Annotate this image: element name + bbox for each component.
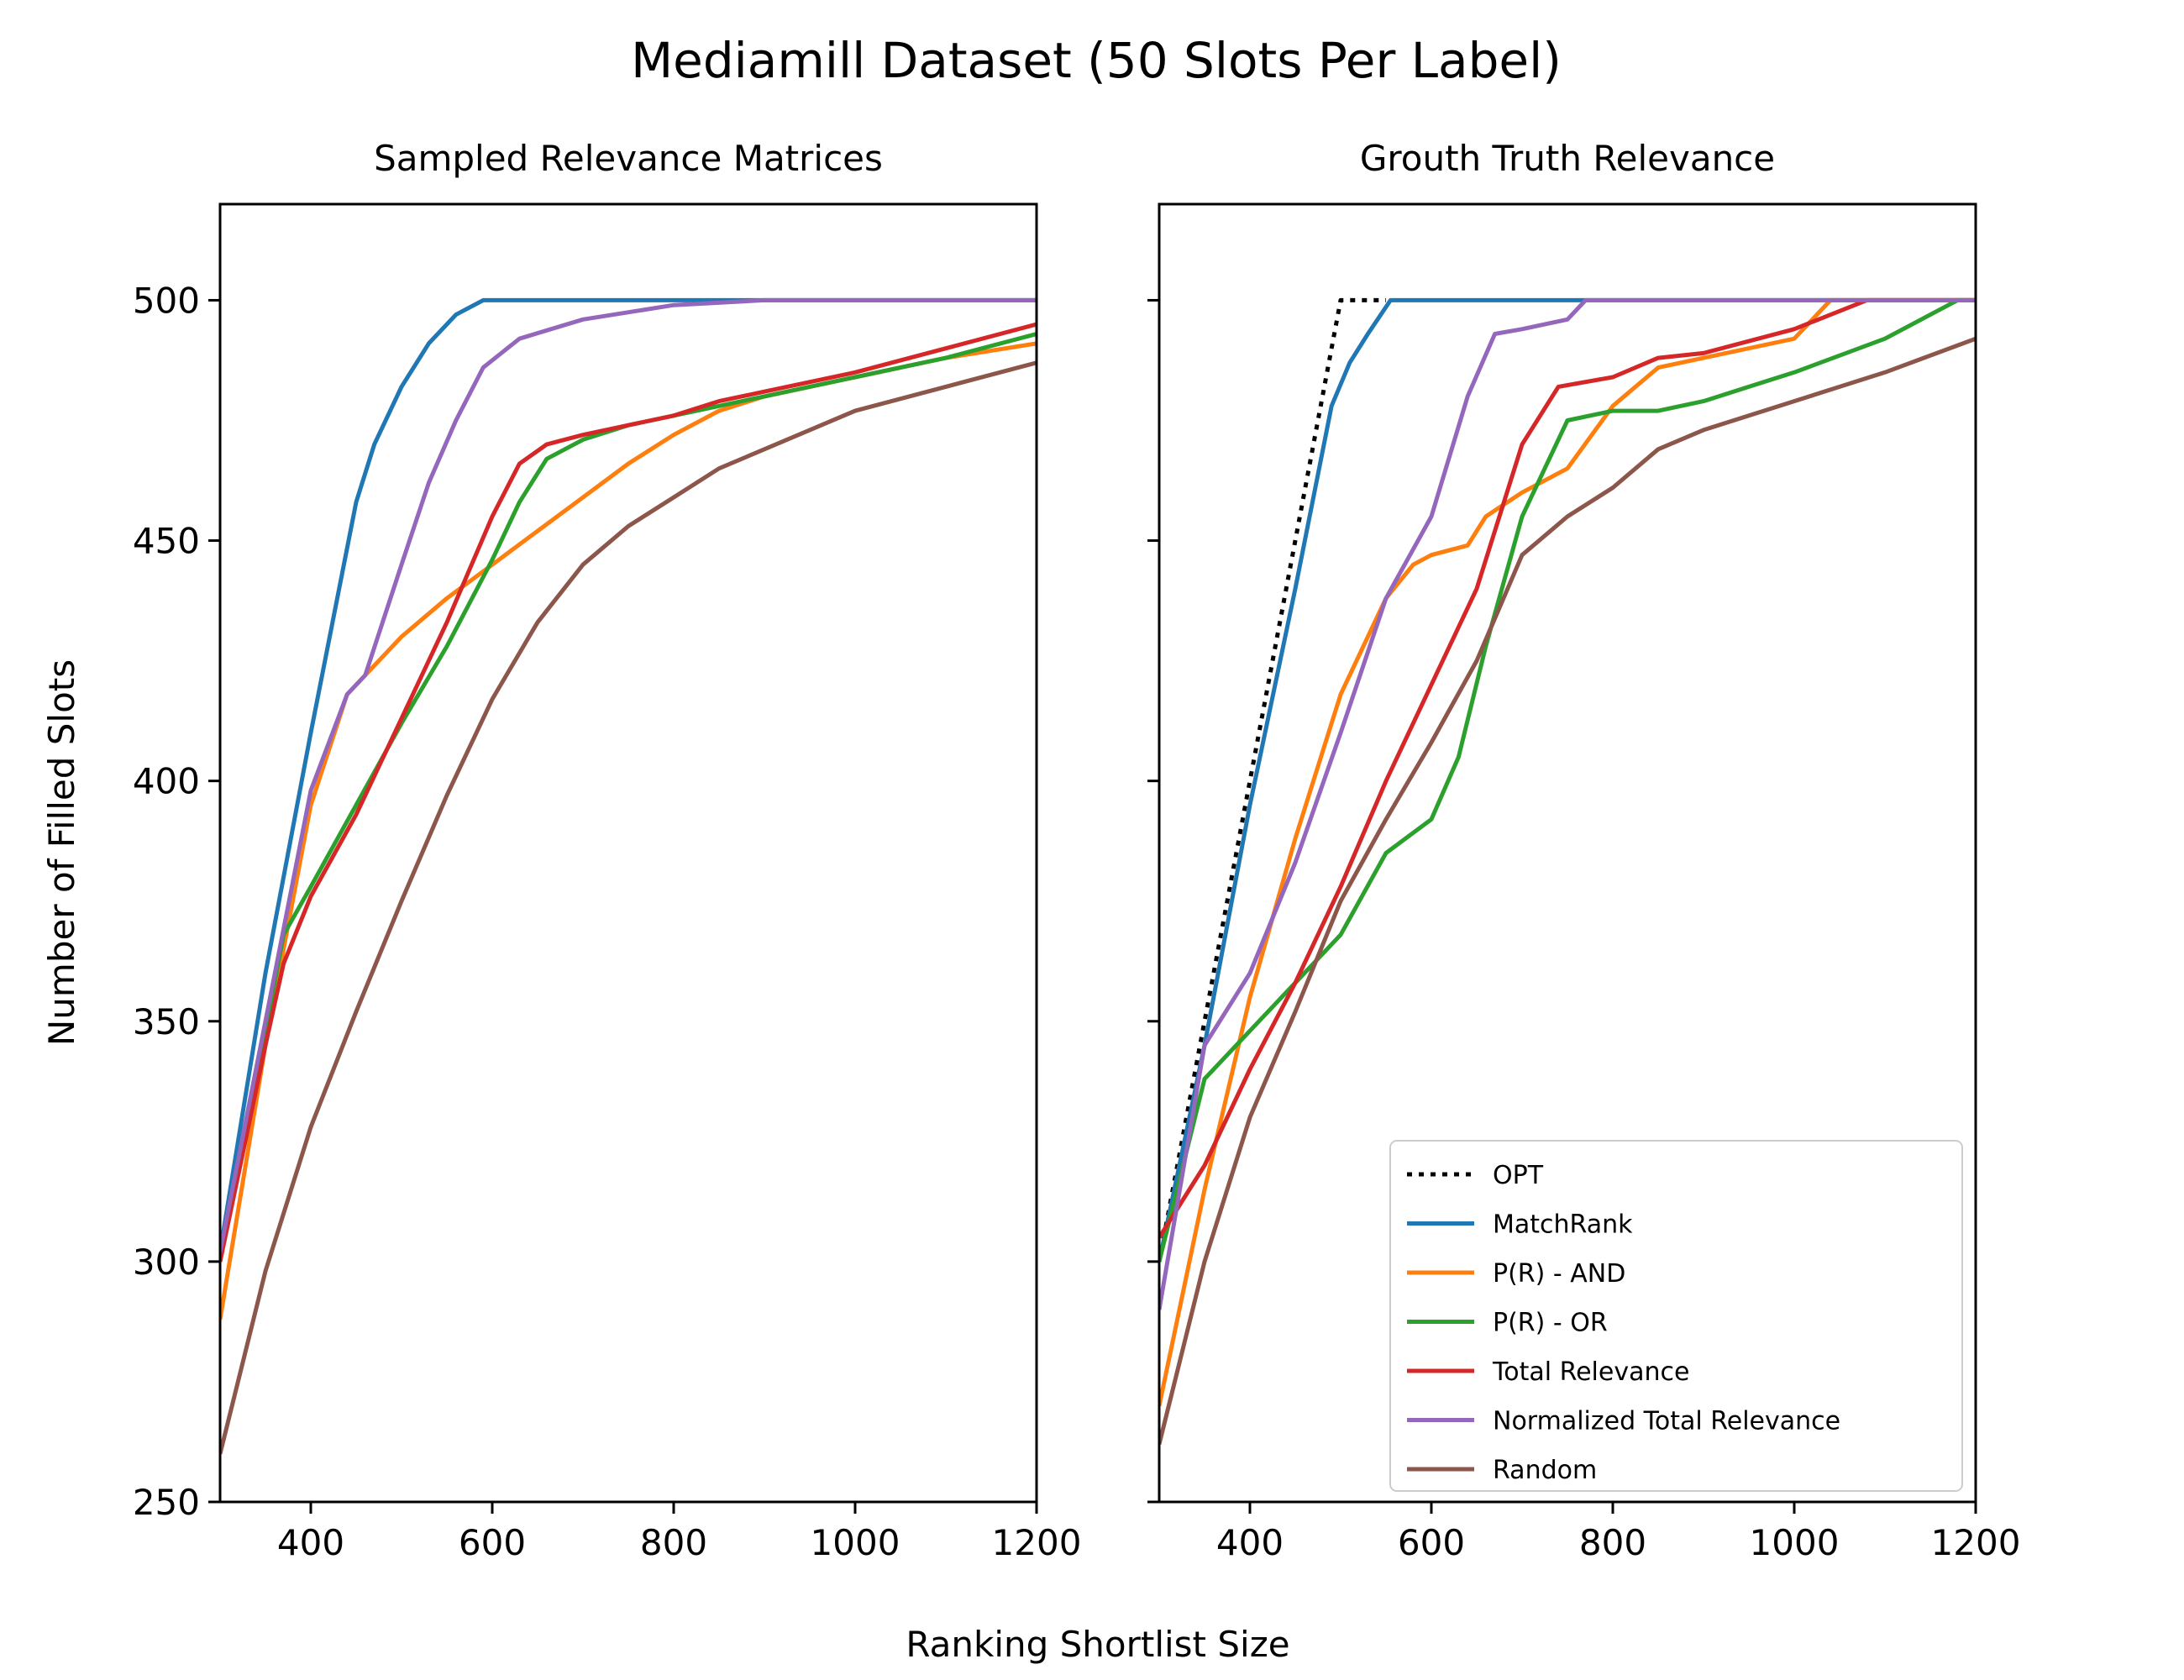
panel-sampled-relevance: Sampled Relevance Matrices 400 600 800 1000… <box>133 138 1082 1563</box>
y-tick-label: 250 <box>133 1482 200 1523</box>
panel-right-frame <box>1158 202 1977 1504</box>
x-tick-label: 1000 <box>1750 1522 1840 1563</box>
x-tick-label: 1200 <box>1931 1522 2021 1563</box>
series-line-normalized-total-relevance <box>220 297 1037 1252</box>
x-tick-label: 400 <box>277 1522 344 1563</box>
panel-left-series <box>220 297 1037 1455</box>
panel-left-x-axis: 400 600 800 1000 1200 <box>277 1502 1082 1563</box>
y-tick-label: 300 <box>133 1242 200 1283</box>
x-tick-label: 600 <box>459 1522 526 1563</box>
panel-right-y-axis <box>1147 298 1159 1504</box>
x-tick-label: 1000 <box>811 1522 900 1563</box>
panel-right-title: Grouth Truth Relevance <box>1360 138 1775 179</box>
series-line-normalized-total-relevance <box>1159 297 1976 1310</box>
panel-ground-truth: Grouth Truth Relevance 400 600 800 1000 1200 <box>1147 138 2020 1563</box>
series-line-random <box>220 360 1037 1455</box>
panel-left-title: Sampled Relevance Matrices <box>374 138 883 179</box>
panel-right-series <box>1159 297 1976 1445</box>
panel-right-x-axis: 400 600 800 1000 1200 <box>1216 1502 2021 1563</box>
series-line-p-r-or <box>1159 297 1976 1263</box>
y-axis-label: Number of Filled Slots <box>41 659 82 1046</box>
legend-box <box>1389 1140 1963 1492</box>
figure-title: Mediamill Dataset (50 Slots Per Label) <box>631 32 1562 89</box>
x-tick-label: 800 <box>1579 1522 1646 1563</box>
legend-label-matchrank: MatchRank <box>1493 1210 1633 1240</box>
series-line-opt <box>1159 297 1386 1263</box>
y-tick-label: 400 <box>133 761 200 802</box>
series-line-random <box>1159 336 1976 1445</box>
series-line-p-r-or <box>220 332 1037 1263</box>
x-tick-label: 400 <box>1216 1522 1284 1563</box>
x-axis-label: Ranking Shortlist Size <box>906 1624 1289 1665</box>
y-tick-label: 450 <box>133 521 200 562</box>
y-tick-label: 500 <box>133 280 200 321</box>
legend-label-random: Random <box>1493 1456 1597 1485</box>
x-tick-label: 1200 <box>992 1522 1082 1563</box>
series-line-total-relevance <box>1159 297 1976 1239</box>
panel-left-frame <box>218 202 1038 1504</box>
legend-label-opt: OPT <box>1493 1161 1544 1190</box>
legend-label-p-r-or: P(R) - OR <box>1493 1309 1608 1338</box>
legend-label-normalized-total-relevance: Normalized Total Relevance <box>1493 1407 1840 1436</box>
y-tick-label: 350 <box>133 1001 200 1042</box>
legend-label-total-relevance: Total Relevance <box>1492 1357 1689 1387</box>
panel-left-y-axis: 250 300 350 400 450 500 <box>133 280 220 1523</box>
series-line-total-relevance <box>220 322 1037 1263</box>
x-tick-label: 800 <box>640 1522 707 1563</box>
x-tick-label: 600 <box>1398 1522 1465 1563</box>
legend-label-p-r-and: P(R) - AND <box>1493 1259 1625 1289</box>
legend: OPT MatchRank P(R) - AND P(R) - OR Total Rel… <box>1389 1140 1963 1492</box>
series-line-matchrank <box>1159 297 1976 1263</box>
series-line-matchrank <box>220 297 1037 1252</box>
series-line-p-r-and <box>1159 297 1976 1407</box>
